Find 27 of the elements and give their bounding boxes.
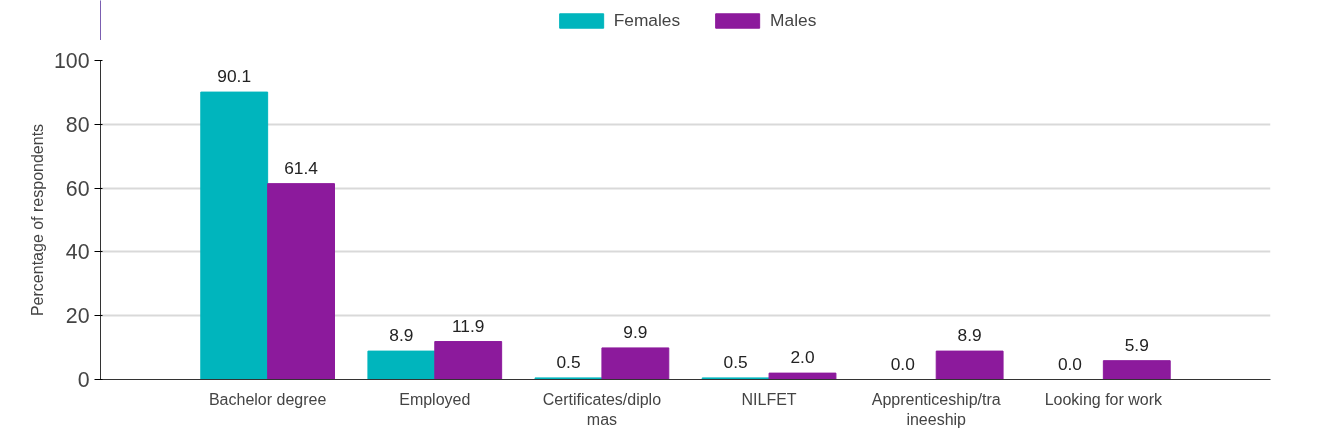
data-label: 2.0 bbox=[790, 347, 815, 368]
x-tick-label: Looking for work bbox=[1044, 390, 1164, 408]
y-axis-title: Percentage of respondents bbox=[28, 123, 46, 317]
x-tick-label: Employed bbox=[399, 390, 471, 408]
y-tick-label: 60 bbox=[65, 176, 90, 201]
x-tick-label: NILFET bbox=[741, 390, 797, 408]
data-label: 0.0 bbox=[890, 353, 915, 374]
data-label: 0.5 bbox=[556, 351, 581, 372]
y-tick-label: 100 bbox=[53, 49, 90, 73]
y-tick-label: 80 bbox=[65, 112, 90, 137]
y-tick-label: 20 bbox=[65, 304, 90, 329]
data-label: 5.9 bbox=[1124, 334, 1149, 355]
y-tick-label: 0 bbox=[77, 368, 90, 392]
data-label: 0.0 bbox=[1057, 353, 1082, 374]
x-tick-label: Apprenticeship/traineeship bbox=[871, 390, 1001, 428]
data-label: 61.4 bbox=[284, 157, 319, 178]
data-label: 90.1 bbox=[217, 66, 252, 87]
y-tick-label: 40 bbox=[65, 240, 90, 265]
x-tick-label: Certificates/diplomas bbox=[542, 390, 662, 428]
legend-label: Females bbox=[613, 9, 681, 31]
data-label: 0.5 bbox=[723, 351, 748, 372]
data-label: 8.9 bbox=[389, 325, 414, 346]
data-label: 11.9 bbox=[451, 315, 485, 336]
data-label: 9.9 bbox=[623, 321, 648, 342]
legend-label: Males bbox=[770, 9, 817, 31]
data-label: 8.9 bbox=[957, 325, 982, 346]
x-tick-label: Bachelor degree bbox=[208, 390, 327, 408]
